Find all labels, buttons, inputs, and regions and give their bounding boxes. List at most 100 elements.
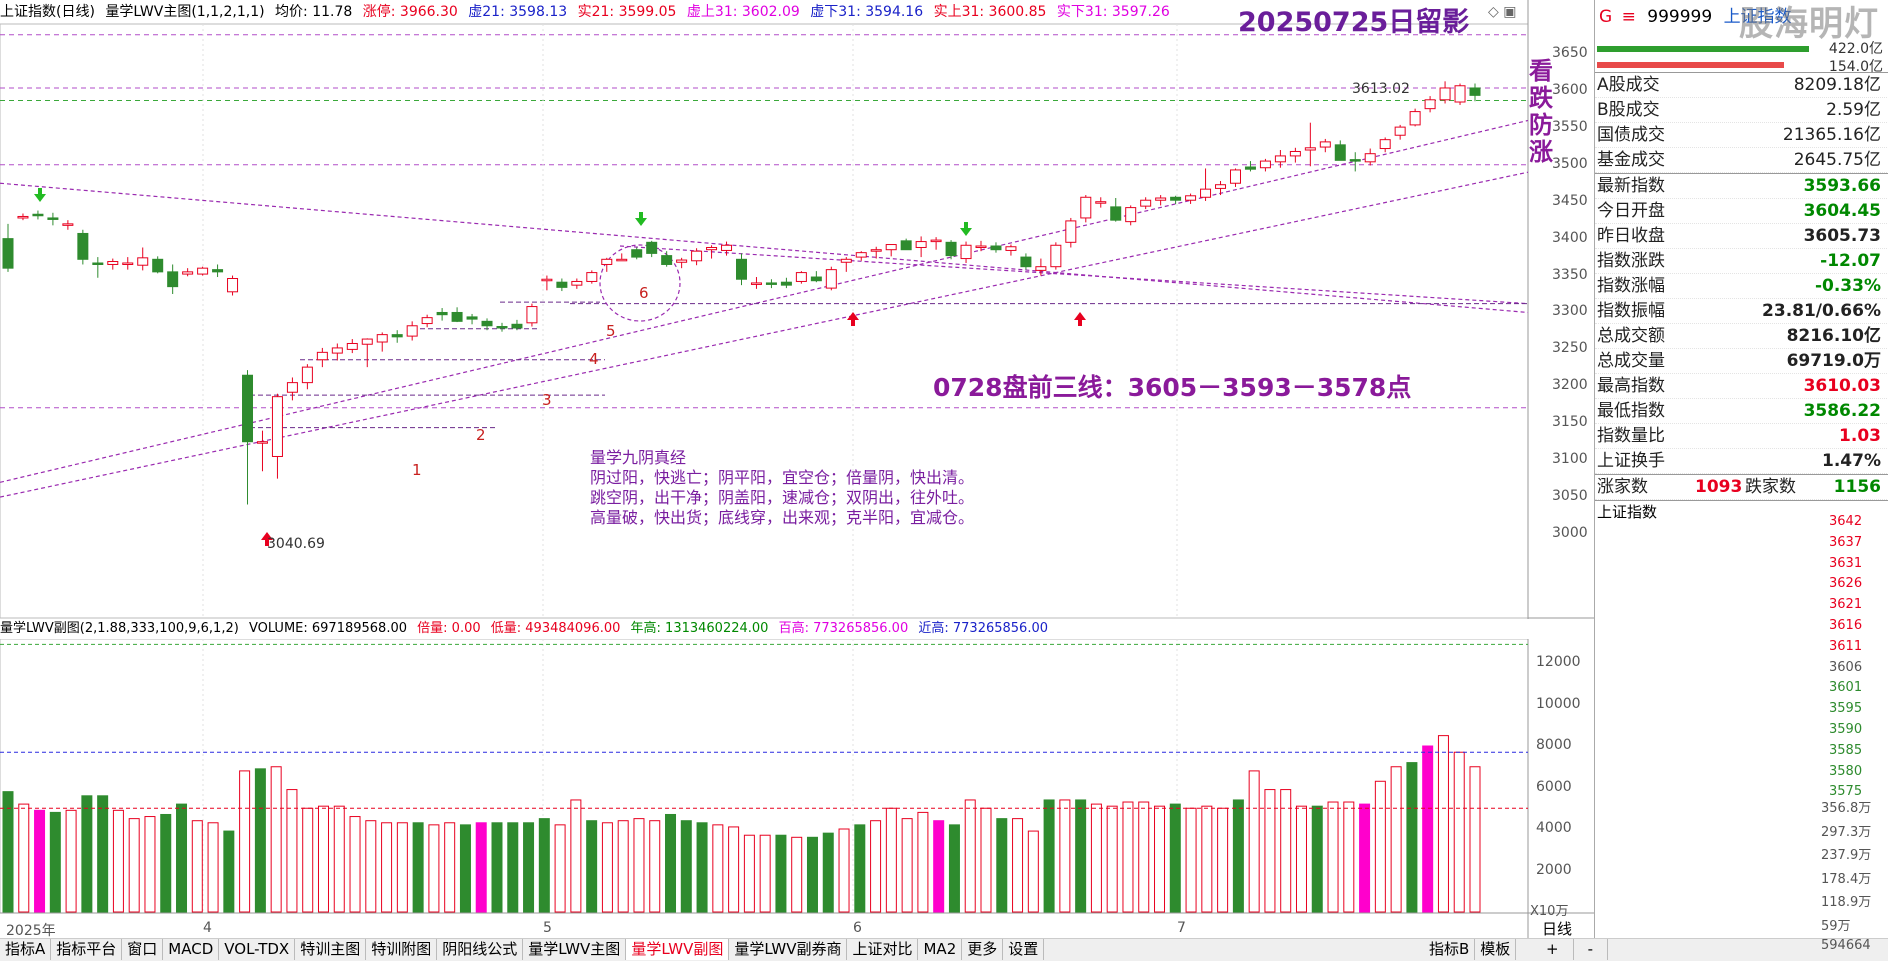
zoom-in-button[interactable]: + bbox=[1532, 939, 1574, 960]
candle-body bbox=[406, 325, 418, 337]
menu-icon[interactable]: ≡ bbox=[1621, 7, 1636, 27]
candle-body bbox=[1244, 166, 1256, 170]
tab-template[interactable]: 模板 bbox=[1475, 939, 1517, 960]
mini-tick-label: 3601 bbox=[1829, 680, 1863, 696]
candle-body bbox=[586, 272, 598, 282]
stat-row: 最高指数 3610.03 bbox=[1595, 374, 1888, 399]
stat-label: 今日开盘 bbox=[1597, 201, 1665, 221]
beiliang-label: 倍量: 0.00 bbox=[417, 621, 481, 636]
main-chart-header: 上证指数(日线) 量学LWV主图(1,1,2,1,1) 均价: 11.78 涨停… bbox=[0, 0, 1530, 24]
candle-body bbox=[242, 374, 254, 443]
volume-tick-label: 10000 bbox=[1536, 695, 1581, 712]
candle-body bbox=[1409, 111, 1421, 126]
mini-tick-label: 3606 bbox=[1829, 659, 1863, 675]
volume-bar bbox=[680, 820, 692, 913]
tab-item[interactable]: 指标A bbox=[0, 939, 52, 960]
xushang31-label: 虚上31: 3602.09 bbox=[686, 4, 800, 20]
candle-body bbox=[1304, 147, 1316, 151]
volume-bar bbox=[412, 822, 424, 913]
stat-label: 指数振幅 bbox=[1597, 301, 1665, 321]
tab-item[interactable]: 设置 bbox=[1003, 939, 1045, 960]
tab-item[interactable]: 量学LWV副图 bbox=[626, 939, 730, 960]
volume-bar bbox=[649, 820, 661, 913]
tab-item[interactable]: 更多 bbox=[962, 939, 1004, 960]
low-label: 3040.69 bbox=[267, 536, 325, 552]
indicator-tab-bar: 指标A 指标平台 窗口 MACD VOL-TDX 特训主图 特训附图 阴阳线公式 量学LWV主图… bbox=[0, 938, 1888, 961]
volume-bar bbox=[1075, 799, 1087, 913]
volume-bar bbox=[396, 822, 408, 913]
candle-body bbox=[47, 217, 59, 220]
right-info-panel: G ≡ 999999 上证指数 股海明灯 422.0亿 154.0亿 A股成交 8… bbox=[1594, 0, 1888, 953]
candle-body bbox=[1229, 169, 1241, 184]
tab-item[interactable]: 阴阳线公式 bbox=[437, 939, 524, 960]
tab-item[interactable]: 上证对比 bbox=[847, 939, 919, 960]
volume-bar bbox=[254, 768, 266, 913]
mini-volume-tick: 178.4万 bbox=[1821, 871, 1872, 887]
volume-bar bbox=[349, 816, 361, 913]
volume-bar bbox=[1327, 801, 1339, 913]
tab-item[interactable]: 指标平台 bbox=[51, 939, 123, 960]
up-count-label: 涨家数 bbox=[1597, 477, 1648, 497]
stat-row: 指数振幅 23.81/0.66% bbox=[1595, 299, 1888, 324]
tab-item[interactable]: 特训附图 bbox=[366, 939, 438, 960]
candle-body bbox=[1020, 256, 1032, 268]
volume-tick-label: 4000 bbox=[1536, 820, 1572, 836]
highlight-circle bbox=[599, 244, 681, 322]
count-label: 5 bbox=[606, 322, 616, 340]
candle-body bbox=[960, 244, 972, 260]
tab-item[interactable]: 窗口 bbox=[122, 939, 164, 960]
candle-body bbox=[721, 244, 733, 251]
candle-body bbox=[930, 239, 942, 243]
candle-body bbox=[855, 252, 867, 258]
sell-signal-arrow bbox=[635, 218, 647, 226]
trend-line bbox=[0, 171, 1529, 498]
volume-bar bbox=[1122, 801, 1134, 913]
candle-body bbox=[496, 326, 508, 329]
indicator-name[interactable]: 量学LWV主图(1,1,2,1,1) bbox=[105, 4, 265, 20]
candle-body bbox=[915, 241, 927, 248]
tab-item[interactable]: 特训主图 bbox=[295, 939, 367, 960]
mini-volume-tick: 356.8万 bbox=[1821, 801, 1872, 816]
volume-bar bbox=[1422, 745, 1434, 913]
zoom-out-button[interactable]: - bbox=[1574, 939, 1608, 960]
volume-bar bbox=[1390, 766, 1402, 913]
tab-item[interactable]: MA2 bbox=[918, 939, 963, 960]
tab-item[interactable]: VOL-TDX bbox=[219, 939, 296, 960]
y-tick-label: 3200 bbox=[1552, 377, 1588, 394]
candle-body bbox=[541, 278, 553, 282]
sub-indicator-name[interactable]: 量学LWV副图(2,1.88,333,100,9,6,1,2) bbox=[0, 621, 239, 636]
ask-strength-bar bbox=[1597, 62, 1784, 68]
candle-body bbox=[765, 282, 777, 285]
stat-label: 指数涨幅 bbox=[1597, 276, 1665, 296]
volume-bar bbox=[1406, 762, 1418, 913]
candle-body bbox=[795, 272, 807, 282]
tab-item[interactable]: MACD bbox=[163, 939, 220, 960]
volume-bar bbox=[34, 809, 46, 913]
stat-value: 3605.73 bbox=[1803, 226, 1881, 246]
volume-bar bbox=[791, 836, 803, 913]
volume-bar bbox=[980, 807, 992, 913]
tab-indicator-b[interactable]: 指标B bbox=[1424, 939, 1476, 960]
tab-item[interactable]: 量学LWV副券商 bbox=[729, 939, 848, 960]
candle-body bbox=[451, 311, 463, 322]
volume-bar bbox=[728, 826, 740, 913]
volume-bar bbox=[239, 770, 251, 913]
mini-tick-label: 3626 bbox=[1829, 576, 1863, 592]
window-control-icons[interactable]: ◇ ▣ bbox=[1488, 4, 1517, 20]
volume-bar bbox=[81, 795, 93, 913]
volume-bar bbox=[933, 820, 945, 913]
volume-bar bbox=[444, 822, 456, 913]
candle-body bbox=[1454, 85, 1466, 103]
candle-body bbox=[481, 320, 493, 327]
tab-item[interactable]: 量学LWV主图 bbox=[523, 939, 627, 960]
candle-body bbox=[1035, 266, 1047, 271]
g-icon[interactable]: G bbox=[1599, 7, 1613, 27]
y-tick-label: 3650 bbox=[1552, 45, 1588, 61]
candle-body bbox=[271, 396, 283, 457]
candle-body bbox=[391, 334, 403, 338]
period-label[interactable]: 日线 bbox=[1542, 920, 1573, 938]
main-frame bbox=[0, 23, 1529, 619]
volume-bar bbox=[2, 791, 14, 913]
candle-body bbox=[466, 316, 478, 320]
candle-body bbox=[1005, 246, 1017, 251]
